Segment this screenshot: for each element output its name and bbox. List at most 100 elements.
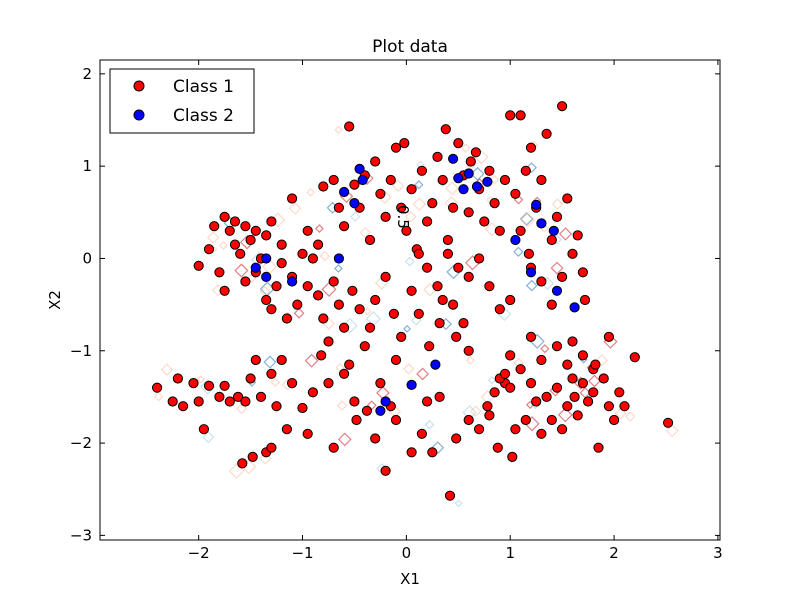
class-1-point [219,285,230,296]
class-1-point [598,373,609,384]
class-2-point [453,173,464,184]
class-1-point [266,304,277,315]
class-1-point [380,211,391,222]
class-1-point [318,181,329,192]
class-2-point [349,198,360,209]
class-1-point [361,405,372,416]
class-1-point [333,299,344,310]
class-1-point [479,216,490,227]
class-1-point [546,414,557,426]
class-1-point [328,174,339,186]
class-1-point [297,248,308,259]
class-1-point [302,225,313,236]
contour-mark [293,307,305,319]
class-1-point [453,138,464,149]
contour-mark [558,227,573,241]
class-1-point [281,424,292,435]
class-1-point [562,359,573,370]
class-1-point [271,281,282,292]
contour-mark [461,143,471,153]
class-2-point [287,276,298,287]
y-tick-label: −3 [70,526,92,544]
class-1-point [432,281,443,292]
contour-mark [334,264,343,273]
contour-mark [160,363,174,376]
class-1-point [551,211,563,222]
class-1-point [463,414,474,426]
contour-mark [306,188,315,197]
class-1-point [465,156,476,167]
contour-mark [403,324,412,333]
class-1-point [536,174,547,186]
class-1-point [390,354,402,366]
class-1-point [583,396,594,407]
chart-title: Plot data [372,37,448,57]
class-1-point [577,267,589,278]
class-2-point [448,153,459,164]
class-1-point [442,234,453,246]
class-1-point [451,331,462,342]
contour-mark [321,281,337,297]
class-1-point [603,331,615,342]
class-1-point [302,428,313,439]
class-1-point [572,230,583,241]
class-2-point [261,271,272,282]
class-1-point [588,387,599,398]
class-1-point [520,414,531,426]
contour-mark [469,405,482,418]
class-1-point [569,391,580,402]
contour-mark [439,318,452,331]
class-1-point [525,142,537,153]
contour-mark [270,377,281,387]
class-1-point [292,299,303,310]
class-1-point [448,299,459,310]
y-tick-label: 2 [82,65,92,83]
class-1-point [233,391,244,402]
contour-mark [410,314,422,326]
class-2-point [458,184,469,195]
class-2-point [482,176,493,187]
class-1-point [551,341,563,352]
class-1-point [370,433,381,444]
class-1-point [507,451,518,462]
class-1-point [370,294,381,306]
x-axis-label: X1 [400,570,420,588]
contour-mark [319,250,331,262]
class-2-point [531,199,542,210]
class-1-point [593,442,604,453]
class-1-point [399,138,410,149]
contour-mark [334,125,343,135]
class-1-point [515,110,526,121]
contour-mark [196,375,205,384]
class-1-point [562,193,573,204]
class-1-point [424,341,435,352]
class-1-point [536,428,547,439]
contour-mark [445,181,460,196]
class-1-point [489,198,500,209]
class-1-point [271,401,282,412]
contour-label: 0.5 [394,205,412,229]
contour-mark [153,391,164,402]
class-1-point [427,198,438,209]
class-2-point [375,405,386,416]
contour-mark [304,353,319,368]
class-1-point [339,221,350,232]
contour-mark [557,407,573,423]
class-1-point [333,202,344,213]
class-1-point [219,380,230,391]
class-1-point [525,331,537,342]
class-2-point [354,163,365,174]
class-1-point [349,179,360,190]
class-1-point [214,391,225,402]
y-tick-label: −1 [70,342,92,360]
class-1-point [396,202,407,213]
legend-marker-class-1 [133,80,145,92]
class-1-point [328,442,339,453]
contour-mark [363,307,372,316]
class-1-point [505,350,516,361]
class-1-point [406,447,417,458]
plot-frame [99,59,721,541]
class-1-point [297,402,308,414]
class-1-point [523,248,535,259]
